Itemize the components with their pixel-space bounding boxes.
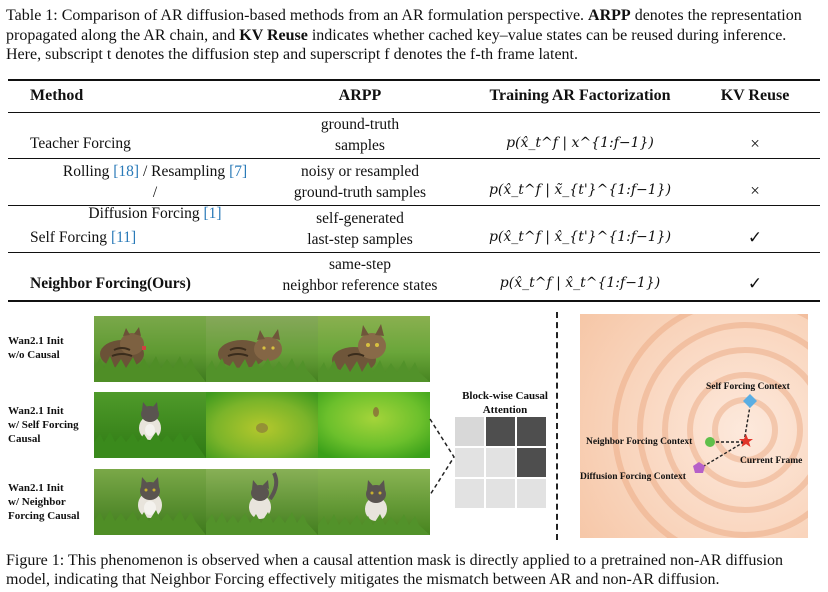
kv-reuse-mark: ×: [750, 181, 760, 200]
header-factorization: Training AR Factorization: [489, 87, 671, 104]
video-frame-thumbnail: [318, 316, 430, 382]
factorization-formula: p(x̂_t^f | x^{1:f−1}): [506, 135, 654, 151]
header-kv-reuse: KV Reuse: [720, 87, 790, 104]
table-row-method: Self Forcing [11]: [30, 229, 137, 246]
attention-cell: [486, 479, 515, 508]
table-row-factorization: p(x̂_t^f | x̃_{t'}^{1:f−1}): [480, 180, 680, 201]
attention-cell: [517, 448, 546, 477]
video-frame-thumbnail: [318, 392, 430, 458]
diffusion-context-marker: [693, 462, 705, 473]
table-row-method: Rolling [18] / Resampling [7] / Diffusio…: [62, 163, 248, 222]
table-bottom-rule: [8, 300, 820, 302]
diffusion-context-label: Diffusion Forcing Context: [580, 472, 686, 482]
table-row-method: Teacher Forcing: [30, 135, 131, 152]
table-row-factorization: p(x̂_t^f | x̂_{t'}^{1:f−1}): [480, 227, 680, 248]
current-frame-label: Current Frame: [740, 456, 803, 466]
video-frame-thumbnail: [206, 469, 318, 535]
kv-term: KV Reuse: [239, 26, 308, 44]
neighbor-context-marker: [705, 437, 715, 447]
table-row-factorization: p(x̂_t^f | x^{1:f−1}): [480, 133, 680, 154]
row-rule: [8, 158, 820, 159]
table-top-rule: [8, 79, 820, 81]
table-row-method: Neighbor Forcing(Ours): [30, 275, 191, 292]
header-method: Method: [30, 87, 84, 104]
table-row-arpp: self-generated last-step samples: [307, 210, 413, 248]
citation-link[interactable]: [18]: [113, 163, 140, 180]
video-frame-thumbnail: [94, 392, 206, 458]
self-context-label: Self Forcing Context: [706, 382, 790, 392]
attention-cell: [455, 417, 484, 446]
self-context-marker: [743, 394, 757, 408]
table-row-factorization: p(x̂_t^f | x̂_t^{1:f−1}): [480, 273, 680, 294]
attention-cell: [486, 448, 515, 477]
attention-mask-grid: [455, 417, 547, 509]
attention-title: Block-wise Causal Attention: [462, 390, 548, 416]
header-rule: [8, 112, 820, 113]
table-row-arpp: ground-truth samples: [320, 116, 400, 154]
arpp-term: ARPP: [588, 7, 631, 24]
figure-divider: [556, 312, 558, 540]
video-frame-thumbnail: [94, 469, 206, 535]
figure-row-label: Wan2.1 Init w/ Neighbor Forcing Causal: [8, 482, 80, 522]
video-frame-thumbnail: [94, 316, 206, 382]
figure-row-label: Wan2.1 Init w/ Self Forcing Causal: [8, 405, 79, 445]
connector-lines: [429, 418, 455, 496]
figure-caption: Figure 1: This phenomenon is observed wh…: [6, 552, 784, 588]
attention-cell: [455, 479, 484, 508]
row-rule: [8, 252, 820, 253]
attention-cell: [517, 479, 546, 508]
factorization-formula: p(x̂_t^f | x̂_t^{1:f−1}): [499, 275, 661, 291]
video-frame-thumbnail: [206, 392, 318, 458]
context-diagram: [580, 314, 808, 538]
kv-reuse-mark: ×: [750, 134, 760, 153]
attention-cell: [517, 417, 546, 446]
header-arpp: ARPP: [338, 87, 382, 104]
figure-row-label: Wan2.1 Init w/o Causal: [8, 335, 64, 361]
citation-link[interactable]: [7]: [229, 163, 248, 180]
attention-cell: [486, 417, 515, 446]
factorization-formula: p(x̂_t^f | x̃_{t'}^{1:f−1}): [488, 182, 672, 198]
factorization-formula: p(x̂_t^f | x̂_{t'}^{1:f−1}): [488, 229, 672, 245]
video-frame-thumbnail: [318, 469, 430, 535]
citation-link[interactable]: [1]: [203, 205, 222, 222]
table-row-arpp: same-step neighbor reference states: [282, 256, 438, 294]
video-frame-thumbnail: [206, 316, 318, 382]
kv-reuse-mark: ✓: [747, 274, 763, 293]
current-frame-marker: [739, 434, 753, 447]
kv-reuse-mark: ✓: [747, 228, 763, 247]
table-row-arpp: noisy or resampled ground-truth samples: [293, 163, 427, 201]
row-rule: [8, 205, 820, 206]
attention-cell: [455, 448, 484, 477]
citation-link[interactable]: [11]: [110, 229, 137, 246]
neighbor-context-label: Neighbor Forcing Context: [586, 437, 693, 447]
table-caption: Table 1: Comparison of AR diffusion-base…: [6, 7, 802, 63]
